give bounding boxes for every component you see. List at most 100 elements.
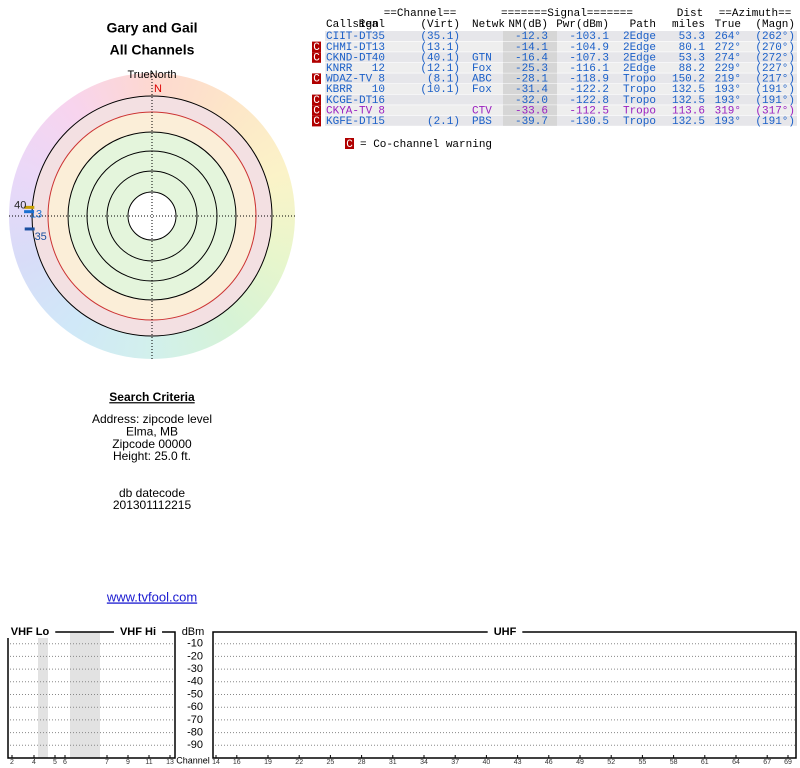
row-bg [325,115,797,126]
group-header: ==Azimuth== [719,8,792,20]
cell-miles: 132.5 [672,95,705,107]
x-tick-label: 9 [126,759,130,766]
x-tick-label: 61 [701,759,709,766]
cell-pwr: -122.8 [569,95,609,107]
column-header: (Magn) [755,19,795,31]
x-tick-label: 31 [389,759,397,766]
cell-pwr: -118.9 [569,74,609,86]
criteria-line: Height: 25.0 ft. [113,449,191,463]
row-bg [325,84,797,94]
cell-real: 12 [372,63,385,75]
cell-magn: (227°) [755,63,795,75]
x-tick-label: 34 [420,759,428,766]
cell-path: Tropo [623,116,656,128]
cell-miles: 88.2 [679,63,705,75]
nm-bg [503,105,557,116]
title: Gary and Gail [106,20,197,36]
cell-callsign: KNRR [326,63,353,75]
warning-flag: C [313,116,320,128]
warning-box [312,115,321,127]
y-tick-label: -80 [187,727,203,739]
cell-path: 2Edge [623,42,656,54]
criteria-line: Elma, MB [126,424,178,438]
column-header: NM(dB) [508,19,548,31]
cell-virt: (13.1) [420,42,460,54]
cell-miles: 132.5 [672,84,705,96]
legend-box [345,138,354,149]
cell-path: Tropo [623,74,656,86]
x-tick-label: 58 [670,759,678,766]
nm-bg [503,41,557,52]
warning-flag: C [313,52,320,64]
nm-bg [503,62,557,73]
cell-nm: -28.1 [515,74,548,86]
cell-callsign: CIIT-DT [326,31,373,43]
label-bg [487,626,523,638]
section-label: UHF [494,626,517,638]
y-axis-label: dBm [182,626,205,638]
cell-path: 2Edge [623,63,656,75]
cell-pwr: -104.9 [569,42,609,54]
y-tick-label: -10 [187,638,203,650]
nm-bg [503,52,557,63]
cell-real: 35 [372,31,385,43]
cell-real: 16 [372,95,385,107]
row-bg [325,41,797,52]
cell-virt: (40.1) [420,52,460,64]
cell-miles: 132.5 [672,116,705,128]
ring [127,191,177,241]
x-axis-label: Channel [176,755,210,765]
nm-bg [503,94,557,105]
cell-callsign: CKYA-TV [326,105,373,117]
x-tick-label: 22 [295,759,303,766]
cell-real: 13 [372,42,385,54]
x-tick-label: 14 [212,759,220,766]
warning-box [312,73,321,84]
label-bg [4,626,56,638]
warning-box [312,94,321,106]
row-bg [325,105,797,116]
cell-true: 193° [715,95,741,107]
site-link[interactable]: www.tvfool.com [106,589,197,604]
row-bg [325,62,797,73]
label-bg [113,626,163,638]
row-bg [325,94,797,105]
nm-bg [503,84,557,94]
cell-miles: 53.3 [679,31,705,43]
datecode: 201301112215 [113,498,192,512]
criteria-title: Search Criteria [109,390,195,404]
warning-box [312,41,321,53]
cell-magn: (272°) [755,52,795,64]
y-tick-label: -50 [187,688,203,700]
x-tick-label: 64 [732,759,740,766]
cell-callsign: WDAZ-TV [326,74,373,86]
cell-true: 264° [715,31,741,43]
cell-real: 8 [378,74,385,86]
x-tick-label: 46 [545,759,553,766]
north-label: TrueNorth [127,69,176,81]
x-tick-label: 40 [483,759,491,766]
cell-nm: -25.3 [515,63,548,75]
section-label: VHF Hi [120,626,156,638]
cell-miles: 53.3 [679,52,705,64]
row-bg [325,52,797,63]
cell-callsign: CKND-DT [326,52,373,64]
warning-box [312,52,321,63]
cell-nm: -33.6 [515,105,548,117]
cell-pwr: -122.2 [569,84,609,96]
warning-flag: C [313,105,320,117]
y-tick-label: -40 [187,676,203,688]
column-header: Real [359,19,385,31]
cell-true: 219° [715,74,741,86]
x-tick-label: 43 [514,759,522,766]
x-tick-label: 13 [166,759,174,766]
cell-true: 274° [715,52,741,64]
cell-nm: -32.0 [515,95,548,107]
cell-path: 2Edge [623,52,656,64]
cell-real: 10 [372,84,385,96]
group-header: =======Signal======= [501,8,633,20]
polar-markers: 40 13 35 [14,199,47,243]
